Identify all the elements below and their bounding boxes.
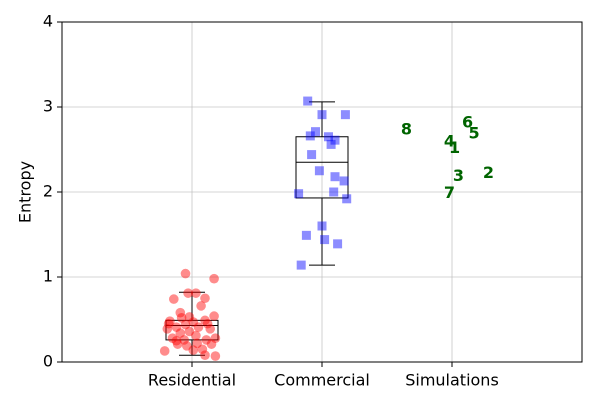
point xyxy=(340,110,350,120)
point xyxy=(191,288,201,298)
point xyxy=(183,288,193,298)
point xyxy=(317,110,327,120)
point xyxy=(175,328,186,338)
y-tick-label: 3 xyxy=(43,97,53,116)
point xyxy=(326,139,336,149)
point xyxy=(179,335,189,345)
point xyxy=(311,127,320,137)
point xyxy=(180,268,191,279)
point xyxy=(317,221,327,231)
annotation: 3 xyxy=(453,166,464,185)
point xyxy=(180,319,191,330)
y-tick-label: 1 xyxy=(43,267,53,286)
point xyxy=(162,324,173,334)
annotation: 6 xyxy=(462,113,473,132)
point xyxy=(324,132,333,142)
box xyxy=(165,319,219,341)
y-tick-label: 2 xyxy=(43,182,53,201)
point xyxy=(165,316,175,327)
point xyxy=(197,344,208,355)
point xyxy=(192,338,202,349)
point xyxy=(305,131,315,141)
point xyxy=(200,293,210,304)
annotation: 2 xyxy=(483,163,494,182)
y-axis-label: Entropy xyxy=(16,161,35,223)
point xyxy=(301,230,311,240)
point xyxy=(314,166,324,176)
point xyxy=(176,313,187,323)
box xyxy=(295,136,349,199)
point xyxy=(307,150,317,160)
annotation: 7 xyxy=(444,183,455,202)
point xyxy=(188,317,199,327)
point xyxy=(210,333,221,344)
point xyxy=(172,339,183,349)
point xyxy=(196,301,206,311)
point xyxy=(163,318,174,329)
point xyxy=(330,135,340,145)
point xyxy=(171,335,182,346)
point xyxy=(210,351,221,361)
x-tick-label: Residential xyxy=(148,371,236,390)
point xyxy=(206,339,217,349)
point xyxy=(191,330,201,341)
point xyxy=(167,333,178,344)
point xyxy=(329,187,339,197)
annotation: 1 xyxy=(449,138,460,157)
point xyxy=(296,260,306,270)
point xyxy=(159,346,170,356)
point xyxy=(209,273,219,284)
point xyxy=(182,341,192,351)
point xyxy=(202,318,213,329)
point xyxy=(184,312,195,322)
point xyxy=(330,172,340,182)
point xyxy=(200,350,210,361)
point xyxy=(200,315,210,326)
point xyxy=(184,326,195,337)
x-tick-label: Simulations xyxy=(405,371,499,390)
point xyxy=(205,324,215,334)
point xyxy=(303,96,313,106)
point xyxy=(294,189,304,199)
point xyxy=(320,235,330,245)
point xyxy=(209,311,219,321)
point xyxy=(175,307,186,318)
annotation: 4 xyxy=(444,131,455,150)
point xyxy=(169,294,179,304)
point xyxy=(171,322,182,332)
point xyxy=(333,239,343,249)
point xyxy=(193,322,204,332)
y-tick-label: 0 xyxy=(43,352,53,371)
y-tick-label: 4 xyxy=(43,12,53,31)
annotation: 5 xyxy=(469,124,480,143)
annotation: 8 xyxy=(401,119,412,138)
point xyxy=(188,345,199,355)
point xyxy=(342,194,352,204)
point xyxy=(339,176,349,186)
point xyxy=(201,335,212,345)
plot-frame xyxy=(61,21,583,363)
x-tick-label: Commercial xyxy=(274,371,370,390)
